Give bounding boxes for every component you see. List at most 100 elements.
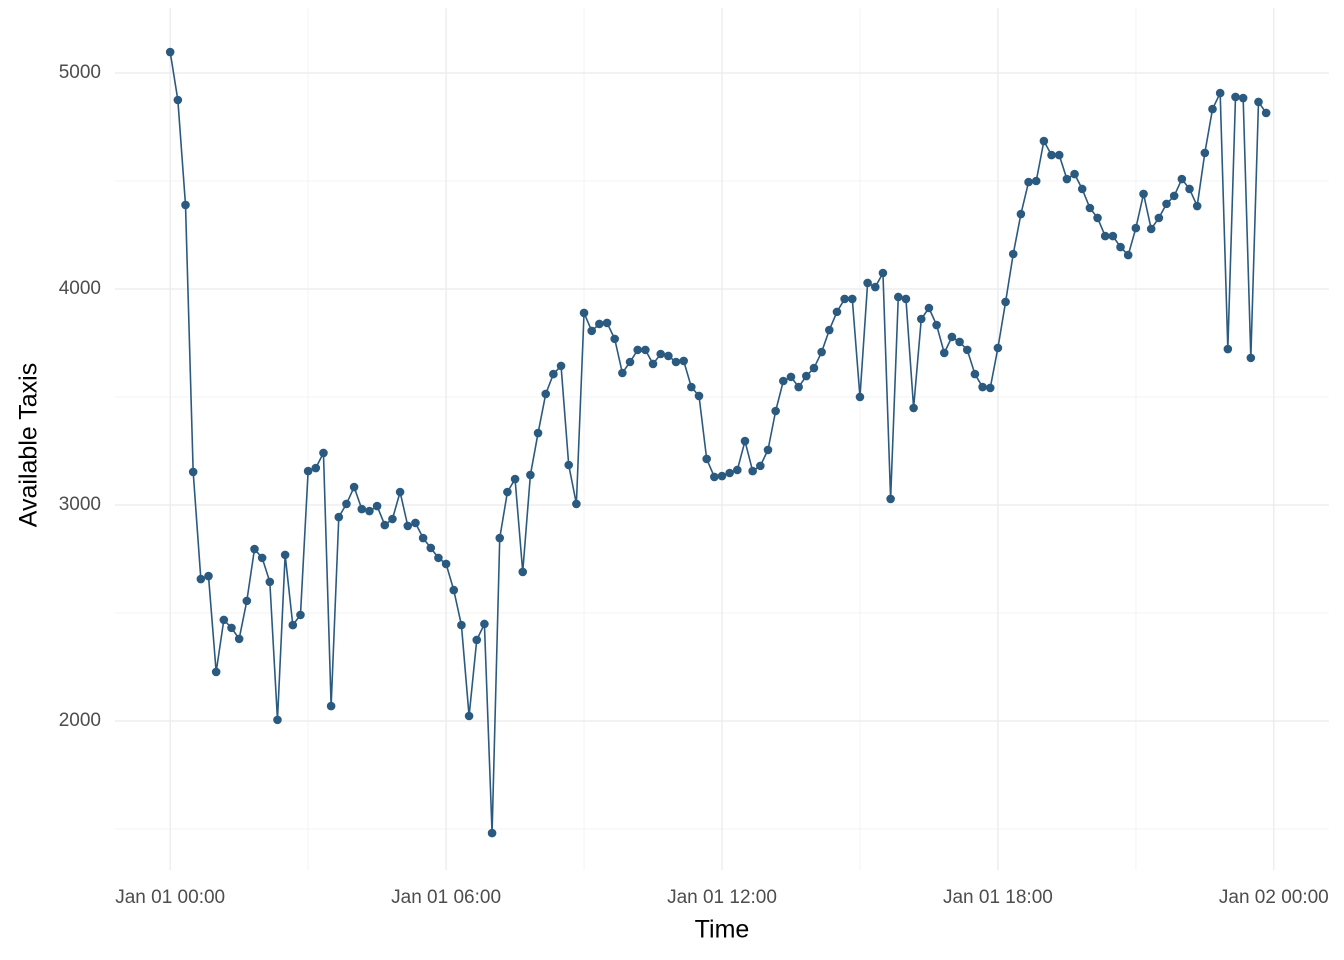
point	[863, 278, 872, 288]
point	[372, 501, 382, 511]
point	[855, 392, 865, 402]
point	[610, 334, 620, 344]
y-tick-label: 2000	[59, 710, 101, 731]
y-tick-label: 3000	[59, 494, 101, 515]
point	[188, 467, 198, 477]
point	[411, 518, 420, 528]
point	[717, 471, 727, 481]
point	[710, 472, 719, 482]
point	[1100, 231, 1110, 241]
point	[1208, 104, 1217, 114]
line	[169, 51, 1267, 834]
point	[303, 466, 313, 476]
point	[978, 382, 987, 392]
point	[1177, 174, 1187, 184]
point	[916, 314, 926, 324]
point	[518, 567, 528, 577]
point	[1162, 199, 1171, 209]
point	[227, 623, 236, 633]
point	[173, 95, 183, 105]
point	[273, 715, 282, 725]
point	[802, 371, 811, 381]
y-tick-label: 5000	[59, 62, 101, 83]
point	[181, 200, 190, 210]
point	[694, 391, 704, 401]
point	[219, 615, 229, 625]
y-axis-title: Available Taxis	[15, 363, 43, 527]
point	[924, 303, 934, 313]
point	[595, 319, 604, 329]
point	[763, 445, 773, 455]
point	[878, 268, 888, 278]
point	[280, 550, 290, 560]
point	[656, 349, 665, 359]
point	[901, 294, 911, 304]
point	[510, 474, 520, 484]
point	[296, 610, 305, 620]
point	[403, 521, 413, 531]
point	[1185, 184, 1194, 194]
point	[380, 520, 390, 530]
point	[526, 470, 535, 480]
point	[204, 571, 213, 581]
point	[1215, 88, 1225, 98]
point	[1016, 209, 1026, 219]
point	[1246, 353, 1256, 363]
point	[250, 544, 259, 554]
point	[1008, 249, 1018, 259]
point	[932, 320, 941, 330]
point	[1077, 184, 1087, 194]
point	[211, 667, 221, 677]
x-tick-label: Jan 02 00:00	[1219, 887, 1329, 908]
x-tick-label: Jan 01 12:00	[667, 887, 777, 908]
point	[472, 635, 482, 645]
point	[1146, 224, 1156, 234]
point	[740, 436, 750, 446]
point	[817, 347, 826, 357]
point	[725, 468, 734, 478]
point	[1238, 93, 1248, 103]
point	[886, 494, 895, 504]
point	[365, 506, 374, 516]
point	[1108, 231, 1118, 241]
point	[1192, 201, 1202, 211]
point	[1070, 169, 1079, 179]
point	[1261, 108, 1271, 118]
point	[311, 463, 321, 473]
point	[1093, 213, 1102, 223]
point	[756, 461, 765, 471]
y-tick-label: 4000	[59, 278, 101, 299]
point	[779, 376, 788, 386]
point	[441, 559, 451, 569]
point	[794, 382, 803, 392]
point	[326, 701, 336, 711]
point	[579, 308, 589, 318]
point	[196, 574, 206, 584]
point	[572, 499, 581, 509]
point	[541, 389, 551, 399]
point	[495, 533, 505, 543]
point	[702, 454, 711, 464]
point	[824, 325, 834, 335]
point	[1047, 150, 1056, 160]
point	[733, 465, 742, 475]
point	[464, 711, 474, 721]
point	[1154, 213, 1164, 223]
point	[985, 383, 995, 393]
point	[242, 596, 252, 606]
point	[602, 318, 612, 328]
point	[679, 356, 688, 366]
point	[625, 357, 635, 367]
point	[334, 512, 344, 522]
point	[288, 620, 298, 630]
point	[480, 619, 489, 629]
point	[832, 307, 842, 317]
point	[748, 466, 757, 476]
point	[1123, 250, 1133, 260]
point	[457, 620, 466, 630]
x-tick-label: Jan 01 18:00	[943, 887, 1053, 908]
point	[257, 553, 267, 563]
point	[1200, 148, 1210, 158]
point	[671, 357, 681, 367]
